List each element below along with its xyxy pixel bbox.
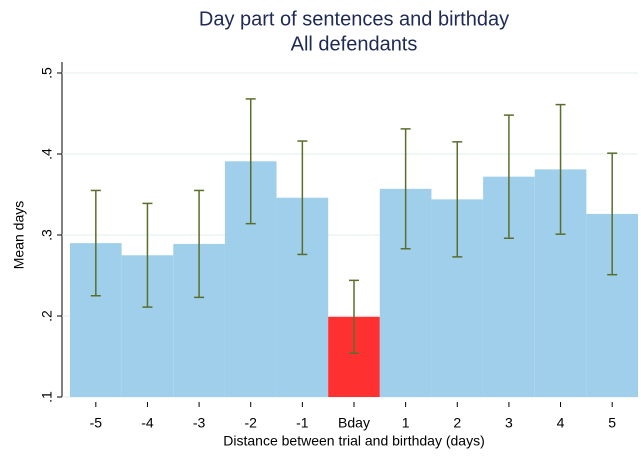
- y-tick-label: .2: [39, 310, 55, 322]
- x-tick-label: 3: [505, 415, 513, 431]
- error-bar: [400, 128, 411, 250]
- x-tick-label: -1: [296, 415, 309, 431]
- x-tick-label: -5: [90, 415, 103, 431]
- x-axis-title: Distance between trial and birthday (day…: [223, 433, 484, 449]
- error-bar: [503, 114, 514, 239]
- error-bar: [349, 279, 359, 355]
- y-tick-label: .5: [39, 67, 55, 79]
- error-bar: [90, 189, 101, 297]
- y-tick-label: .1: [39, 391, 55, 403]
- chart-title: Day part of sentences and birthday: [199, 8, 509, 30]
- y-tick-label: .4: [39, 148, 55, 160]
- error-bar: [555, 103, 566, 235]
- error-bar: [452, 141, 463, 258]
- x-tick-label: Bday: [338, 415, 370, 431]
- error-bar: [194, 189, 205, 299]
- error-bar: [297, 140, 308, 256]
- chart-subtitle: All defendants: [291, 33, 418, 55]
- x-tick-label: -2: [245, 415, 258, 431]
- x-tick-label: 5: [608, 415, 616, 431]
- x-tick-label: 1: [402, 415, 410, 431]
- x-tick-label: 4: [557, 415, 565, 431]
- x-tick-label: -3: [193, 415, 206, 431]
- y-axis-title: Mean days: [11, 201, 27, 269]
- error-bar: [245, 98, 256, 225]
- error-bar: [607, 152, 618, 276]
- error-bar: [142, 202, 153, 308]
- x-tick-label: 2: [453, 415, 461, 431]
- y-tick-label: .3: [39, 229, 55, 241]
- x-tick-label: -4: [141, 415, 154, 431]
